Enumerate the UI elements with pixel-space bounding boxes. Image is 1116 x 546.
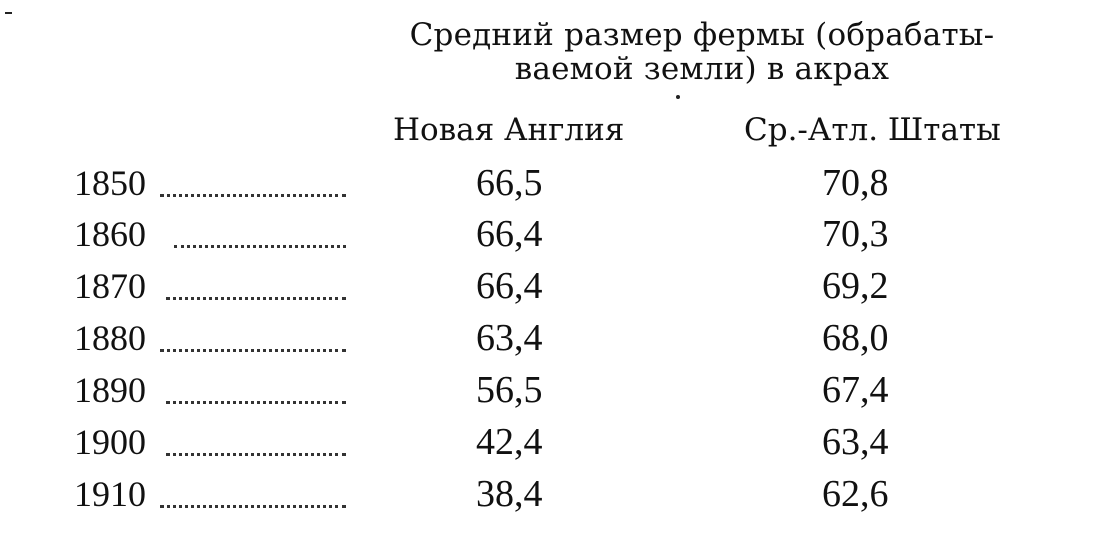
year-cell: 1910	[74, 474, 146, 514]
dot-leader	[166, 401, 346, 404]
new-england-value: 56,5	[476, 369, 543, 411]
dot-leader	[160, 194, 346, 197]
caption-line-2: ваемой земли) в акрах	[514, 51, 890, 87]
mid-atlantic-value: 70,8	[822, 162, 889, 204]
table-caption: Средний размер фермы (обрабаты- ваемой з…	[372, 18, 1032, 86]
dot-leader	[160, 505, 346, 508]
corner-mark	[5, 12, 12, 14]
year-cell: 1860	[74, 214, 146, 254]
caption-line-1: Средний размер фермы (обрабаты-	[409, 17, 995, 53]
table-row: 1910 38,4 62,6	[0, 471, 1116, 521]
table-row: 1890 56,5 67,4	[0, 367, 1116, 417]
new-england-value: 38,4	[476, 473, 543, 515]
table-row: 1850 66,5 70,8	[0, 160, 1116, 210]
dot-leader	[166, 297, 346, 300]
year-cell: 1900	[74, 422, 146, 462]
new-england-value: 63,4	[476, 317, 543, 359]
table-row: 1900 42,4 63,4	[0, 419, 1116, 469]
caption-dot	[676, 95, 680, 99]
mid-atlantic-value: 63,4	[822, 421, 889, 463]
mid-atlantic-value: 69,2	[822, 265, 889, 307]
year-cell: 1890	[74, 370, 146, 410]
new-england-value: 66,5	[476, 162, 543, 204]
table-row: 1870 66,4 69,2	[0, 263, 1116, 313]
year-cell: 1880	[74, 318, 146, 358]
column-header-mid-atlantic: Ср.-Атл. Штаты	[744, 112, 1001, 148]
mid-atlantic-value: 62,6	[822, 473, 889, 515]
new-england-value: 42,4	[476, 421, 543, 463]
dot-leader	[160, 349, 346, 352]
table-row: 1860 66,4 70,3	[0, 211, 1116, 261]
year-cell: 1870	[74, 266, 146, 306]
new-england-value: 66,4	[476, 213, 543, 255]
dot-leader	[166, 453, 346, 456]
mid-atlantic-value: 68,0	[822, 317, 889, 359]
mid-atlantic-value: 67,4	[822, 369, 889, 411]
year-cell: 1850	[74, 163, 146, 203]
column-header-new-england: Новая Англия	[393, 112, 625, 148]
new-england-value: 66,4	[476, 265, 543, 307]
dot-leader	[174, 245, 346, 248]
mid-atlantic-value: 70,3	[822, 213, 889, 255]
table-row: 1880 63,4 68,0	[0, 315, 1116, 365]
